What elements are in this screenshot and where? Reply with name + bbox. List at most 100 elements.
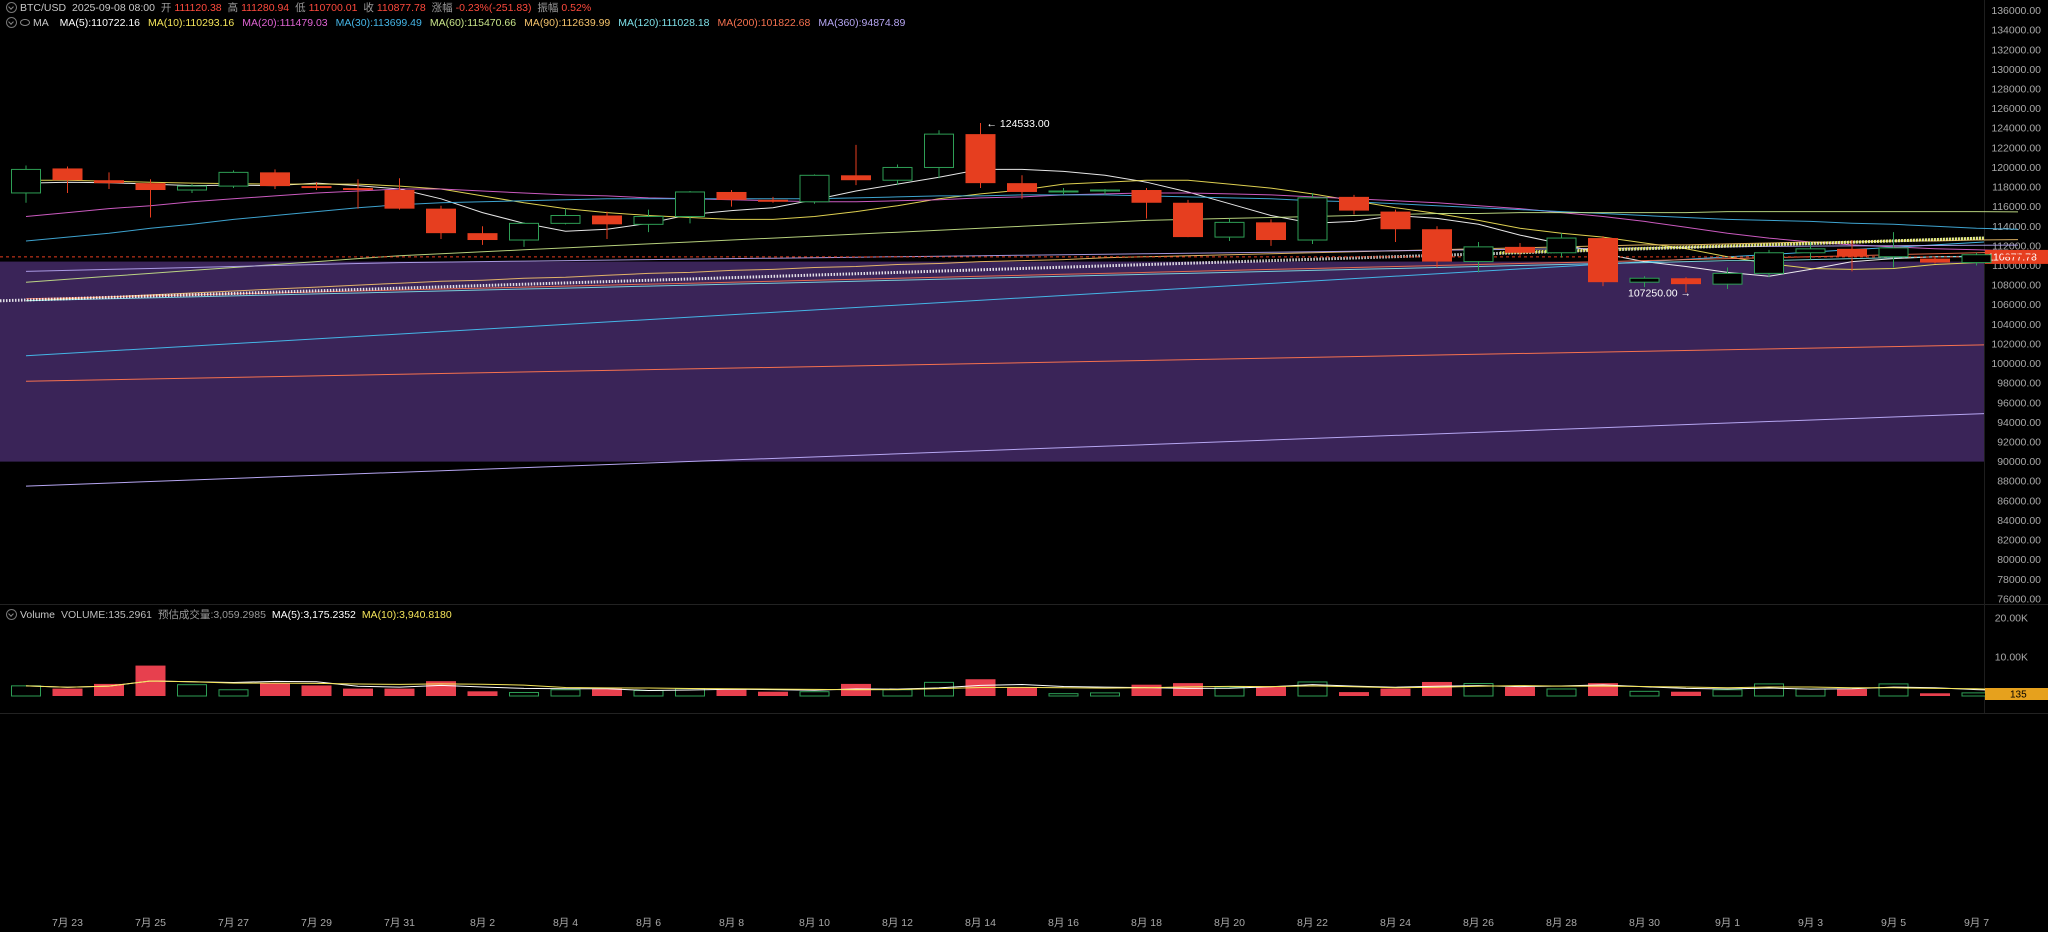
y-tick-label: 100000.00 [1991, 358, 2041, 370]
candle-body [1795, 248, 1826, 254]
y-tick-label: 80000.00 [1997, 554, 2041, 566]
candle-body [384, 190, 415, 209]
volume-bar [177, 684, 207, 697]
ma-legend-item[interactable]: MA(360):94874.89 [818, 17, 906, 29]
candle-body [592, 215, 622, 225]
candle-body [716, 191, 747, 200]
candle-body [218, 171, 249, 187]
y-tick-label: 118000.00 [1992, 182, 2041, 194]
volume-bar [1256, 686, 1286, 696]
volume-badge [1985, 688, 2048, 700]
ma-legend-item[interactable]: MA(60):115470.66 [429, 17, 517, 29]
volume-bar [882, 689, 913, 697]
candle-body [1961, 254, 1992, 264]
ma-legend-item[interactable]: MA(5):110722.16 [59, 17, 141, 29]
high-label: 高 [227, 2, 239, 14]
y-tick-label: 84000.00 [1997, 515, 2041, 527]
candle-body [1380, 211, 1411, 230]
amplitude-label: 振幅 [537, 2, 559, 14]
eye-icon[interactable] [20, 19, 30, 26]
volume-bar [799, 691, 830, 697]
y-tick-label: 130000.00 [1991, 64, 2041, 76]
volume-bar [1090, 692, 1120, 697]
y-tick-label: 112000.00 [1992, 240, 2041, 252]
collapse-chevron-icon[interactable] [6, 2, 17, 13]
volume-bar [633, 690, 664, 697]
y-tick-label: 90000.00 [1997, 456, 2041, 468]
volume-bar [1048, 693, 1079, 697]
candle-body [882, 166, 913, 181]
volume-header: Volume VOLUME:135.2961 预估成交量:3,059.2985 … [0, 608, 455, 622]
volume-bar [716, 688, 747, 696]
y-tick-label: 104000.00 [1991, 319, 2041, 331]
volume-bar [218, 689, 249, 697]
candle-body [1214, 221, 1245, 238]
candle-body [52, 168, 83, 181]
candle-body [1339, 196, 1369, 211]
y-tick-label: 122000.00 [1991, 142, 2041, 154]
candle-body [467, 233, 498, 241]
volume-bar [301, 685, 332, 696]
ma-line [25, 344, 1985, 382]
collapse-chevron-icon[interactable] [6, 17, 17, 28]
estimate-value: :3,059.2985 [210, 609, 266, 621]
volume-bar [343, 688, 373, 696]
volume-bar [1837, 688, 1867, 696]
y-tick-label: 86000.00 [1997, 495, 2041, 507]
volume-bar [550, 689, 581, 697]
candle-body [1920, 258, 1950, 263]
candle-body [1837, 248, 1867, 257]
x-tick-label: 9月 3 [1798, 917, 1823, 929]
candle-body [1712, 272, 1743, 285]
volume-bar [1920, 693, 1950, 696]
candle-body [177, 185, 207, 191]
x-tick-label: 7月 29 [301, 917, 332, 929]
close-value: 110877.78 [376, 2, 426, 14]
low-label: 低 [295, 2, 306, 14]
volume-bar [592, 688, 622, 696]
ma-legend-item[interactable]: MA(200):101822.68 [717, 17, 811, 29]
volume-bar [758, 691, 788, 696]
candle-body [260, 172, 290, 187]
ma-legend-item[interactable]: MA(30):113699.49 [335, 17, 422, 29]
ma-legend: MA MA(5):110722.16 MA(10):110293.16 MA(20)… [0, 16, 913, 30]
current-price-label: 110877.78 [1988, 251, 2037, 263]
y-tick-label: 120000.00 [1991, 162, 2041, 174]
y-tick-label: 106000.00 [1991, 299, 2041, 311]
x-tick-label: 9月 5 [1881, 917, 1906, 929]
volume-tick-label: 10.00K [1995, 652, 2028, 664]
candle-body [135, 183, 166, 191]
ma-legend-item[interactable]: MA(10):110293.16 [148, 17, 235, 29]
collapse-chevron-icon[interactable] [6, 609, 17, 620]
ma-legend-item[interactable]: MA(120):111028.18 [618, 17, 710, 29]
y-tick-label: 96000.00 [1997, 397, 2041, 409]
candle-body [1878, 247, 1909, 258]
y-tick-label: 102000.00 [1991, 338, 2041, 350]
candle-body [94, 180, 124, 184]
ma-legend-item[interactable]: MA(20):111479.03 [242, 17, 328, 29]
close-label: 收 [363, 2, 374, 14]
volume-ma-line [25, 680, 2019, 692]
ma-legend-item[interactable]: MA(90):112639.99 [524, 17, 611, 29]
volume-bar [1754, 683, 1784, 697]
volume-ma10: MA(10):3,940.8180 [361, 609, 452, 621]
x-tick-label: 7月 25 [135, 917, 166, 929]
volume-bar [1380, 688, 1411, 696]
volume-bar [52, 688, 83, 696]
open-label: 开 [160, 2, 172, 14]
ma-label: MA [33, 17, 49, 29]
volume-bar [260, 683, 290, 696]
candle-body [1048, 190, 1079, 193]
x-tick-label: 8月 24 [1380, 917, 1411, 929]
x-tick-label: 7月 23 [52, 917, 83, 929]
candle-body [1671, 278, 1701, 285]
volume-bar [384, 688, 415, 696]
volume-bar [1878, 683, 1909, 697]
candle-body [1546, 237, 1577, 254]
candle-body [924, 133, 954, 168]
y-tick-label: 94000.00 [1997, 417, 2041, 429]
ma-line [25, 254, 2019, 302]
ma-line [25, 251, 2019, 300]
x-tick-label: 8月 22 [1297, 917, 1328, 929]
